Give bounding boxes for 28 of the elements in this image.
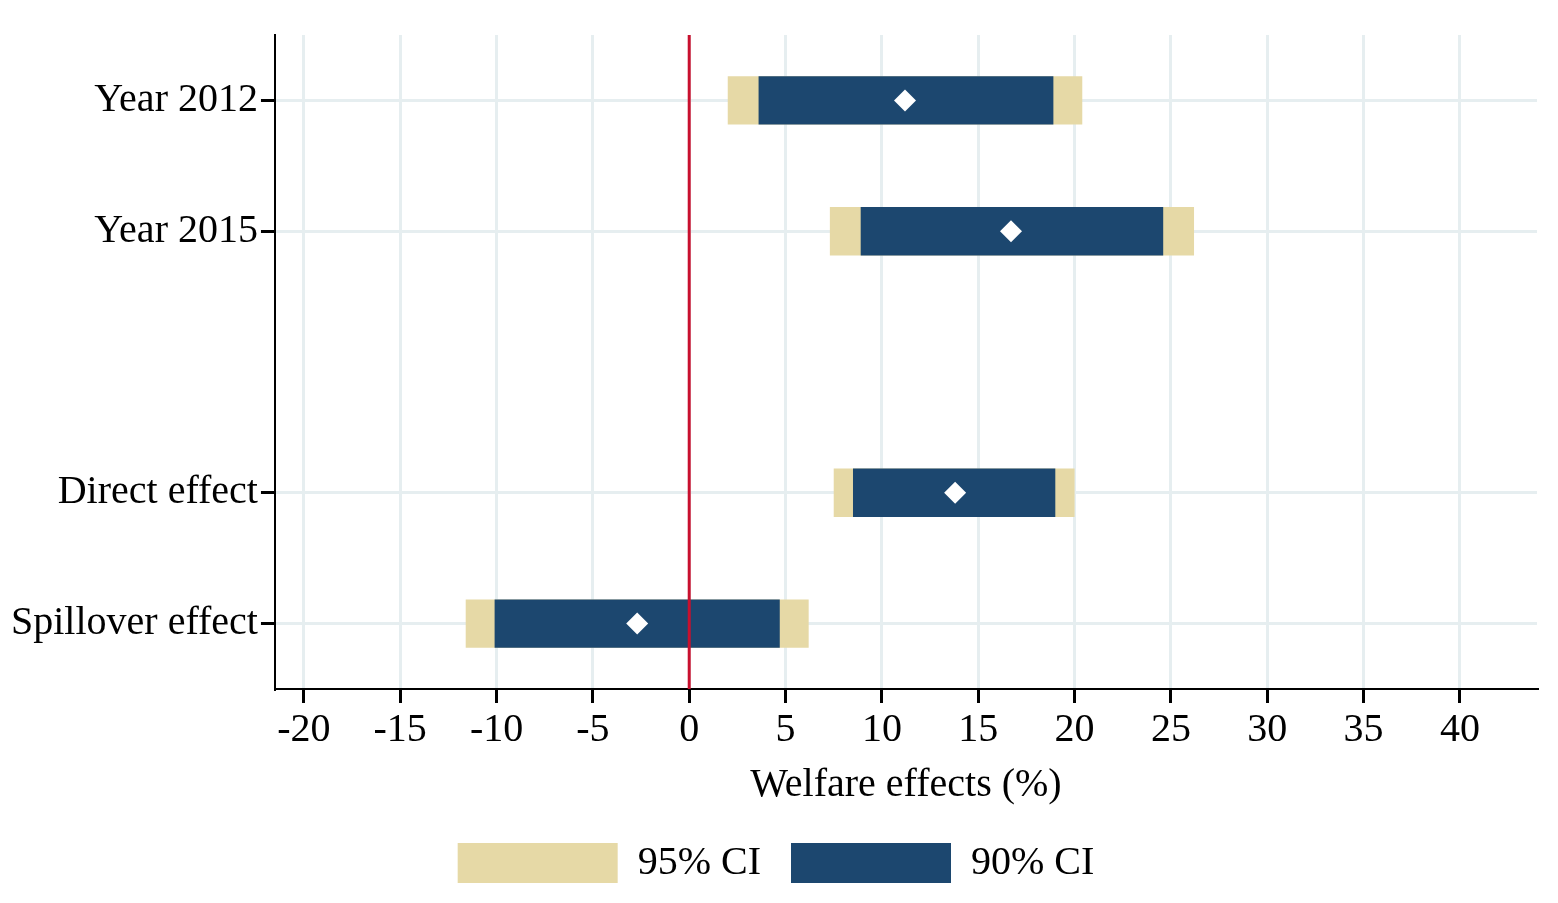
y-tick-label: Spillover effect	[11, 598, 258, 644]
x-tick-label: -20	[277, 704, 331, 750]
x-tick-label: -10	[469, 704, 524, 750]
y-tick-label: Year 2012	[94, 74, 258, 120]
x-axis-title: Welfare effects (%)	[750, 759, 1062, 805]
x-tick-label: 30	[1247, 704, 1288, 750]
x-tick-label: 35	[1343, 704, 1384, 750]
bar	[494, 599, 780, 648]
point	[894, 89, 917, 112]
y-tick-label: Year 2015	[94, 205, 258, 251]
point	[999, 220, 1022, 243]
x-tick-label: -15	[373, 704, 427, 750]
bar	[852, 468, 1056, 517]
bar	[860, 207, 1164, 256]
x-tick-label: 15	[958, 704, 999, 750]
point	[944, 481, 967, 504]
bar	[758, 76, 1054, 125]
legend-label: 90% CI	[971, 837, 1095, 883]
x-tick-label: 10	[861, 704, 902, 750]
x-tick-label: 0	[679, 704, 700, 750]
x-tick-label: 5	[775, 704, 796, 750]
legend-label: 95% CI	[637, 837, 762, 883]
point	[626, 612, 649, 635]
x-tick-label: 20	[1054, 704, 1095, 750]
x-tick-label: 40	[1439, 704, 1480, 750]
y-tick-label: Direct effect	[57, 467, 258, 513]
x-tick-label: -5	[576, 704, 610, 750]
x-tick-label: 25	[1150, 704, 1191, 750]
